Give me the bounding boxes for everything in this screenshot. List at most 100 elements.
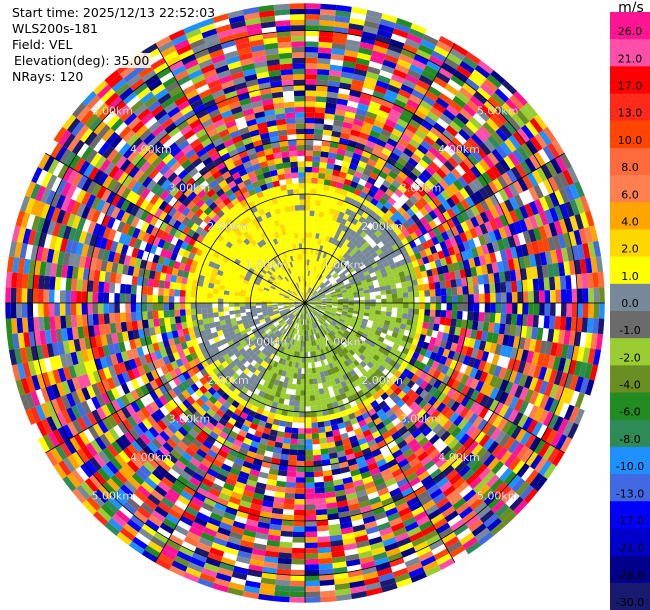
velocity-cell: [302, 352, 305, 358]
velocity-cell: [326, 91, 339, 99]
velocity-cell: [95, 393, 106, 407]
velocity-cell: [470, 348, 479, 359]
velocity-cell: [423, 392, 433, 403]
velocity-cell: [432, 423, 443, 434]
velocity-cell: [358, 293, 365, 298]
velocity-cell: [261, 307, 268, 310]
velocity-cell: [132, 329, 140, 340]
velocity-cell: [374, 435, 384, 444]
velocity-cell: [343, 320, 350, 326]
velocity-cell: [380, 256, 388, 264]
velocity-cell: [384, 118, 397, 129]
velocity-cell: [309, 318, 312, 325]
velocity-cell: [310, 282, 314, 289]
velocity-cell: [396, 265, 404, 273]
velocity-cell: [539, 340, 548, 354]
velocity-cell: [205, 522, 220, 532]
velocity-cell: [481, 244, 490, 255]
velocity-cell: [407, 185, 417, 196]
velocity-cell: [467, 311, 474, 321]
velocity-cell: [276, 338, 282, 345]
velocity-cell: [313, 328, 317, 335]
velocity-cell: [198, 430, 209, 440]
velocity-cell: [396, 312, 403, 319]
velocity-cell: [529, 201, 539, 216]
velocity-cell: [380, 468, 392, 478]
velocity-cell: [326, 230, 333, 237]
velocity-cell: [522, 416, 534, 432]
velocity-cell: [267, 473, 278, 481]
velocity-cell: [414, 466, 427, 477]
velocity-cell: [275, 344, 281, 351]
velocity-cell: [273, 446, 282, 454]
velocity-cell: [279, 327, 285, 333]
velocity-cell: [550, 431, 563, 448]
velocity-cell: [428, 316, 436, 324]
velocity-cell: [278, 308, 285, 312]
velocity-cell: [338, 320, 344, 325]
velocity-cell: [234, 395, 243, 404]
velocity-cell: [446, 197, 456, 208]
velocity-cell: [323, 387, 329, 394]
velocity-cell: [321, 298, 327, 301]
velocity-cell: [311, 277, 315, 283]
velocity-cell: [413, 359, 422, 369]
velocity-cell: [353, 409, 362, 418]
velocity-cell: [318, 366, 324, 373]
velocity-cell: [364, 434, 375, 443]
velocity-cell: [483, 491, 498, 506]
velocity-cell: [407, 285, 414, 293]
velocity-cell: [318, 290, 324, 295]
velocity-cell: [281, 387, 287, 394]
velocity-cell: [242, 437, 253, 446]
velocity-cell: [141, 549, 158, 563]
velocity-cell: [290, 433, 299, 440]
velocity-cell: [342, 476, 353, 485]
velocity-cell: [45, 450, 59, 467]
velocity-cell: [364, 520, 378, 530]
velocity-cell: [94, 489, 109, 504]
velocity-cell: [186, 395, 196, 406]
velocity-cell: [439, 339, 448, 349]
velocity-cell: [384, 54, 399, 64]
velocity-cell: [320, 376, 327, 383]
velocity-cell: [315, 300, 322, 302]
velocity-cell: [500, 303, 507, 314]
velocity-cell: [291, 309, 297, 314]
velocity-cell: [182, 510, 197, 522]
velocity-cell: [400, 547, 416, 558]
velocity-cell: [216, 363, 225, 372]
velocity-cell: [494, 503, 510, 518]
velocity-cell: [327, 332, 333, 339]
velocity-cell: [300, 384, 305, 391]
velocity-cell: [314, 255, 318, 261]
velocity-cell: [475, 330, 483, 341]
velocity-cell: [387, 258, 395, 266]
velocity-cell: [403, 303, 409, 309]
velocity-cell: [331, 401, 339, 409]
velocity-cell: [340, 71, 354, 80]
velocity-cell: [233, 357, 241, 365]
velocity-cell: [521, 466, 535, 482]
velocity-cell: [246, 370, 254, 378]
velocity-cell: [460, 221, 470, 233]
velocity-cell: [289, 305, 295, 308]
velocity-cell: [389, 336, 397, 343]
velocity-cell: [181, 422, 192, 433]
velocity-cell: [489, 194, 500, 207]
velocity-cell: [338, 281, 344, 286]
velocity-cell: [314, 481, 325, 488]
velocity-cell: [366, 344, 374, 352]
velocity-cell: [381, 328, 388, 335]
velocity-cell: [508, 409, 519, 423]
velocity-cell: [472, 480, 487, 494]
velocity-cell: [391, 331, 399, 339]
velocity-cell: [327, 441, 336, 449]
velocity-cell: [543, 315, 550, 329]
velocity-cell: [309, 254, 313, 260]
velocity-cell: [499, 158, 511, 173]
velocity-cell: [451, 390, 461, 401]
velocity-cell: [421, 440, 433, 452]
velocity-cell: [125, 293, 131, 303]
velocity-cell: [449, 236, 458, 247]
